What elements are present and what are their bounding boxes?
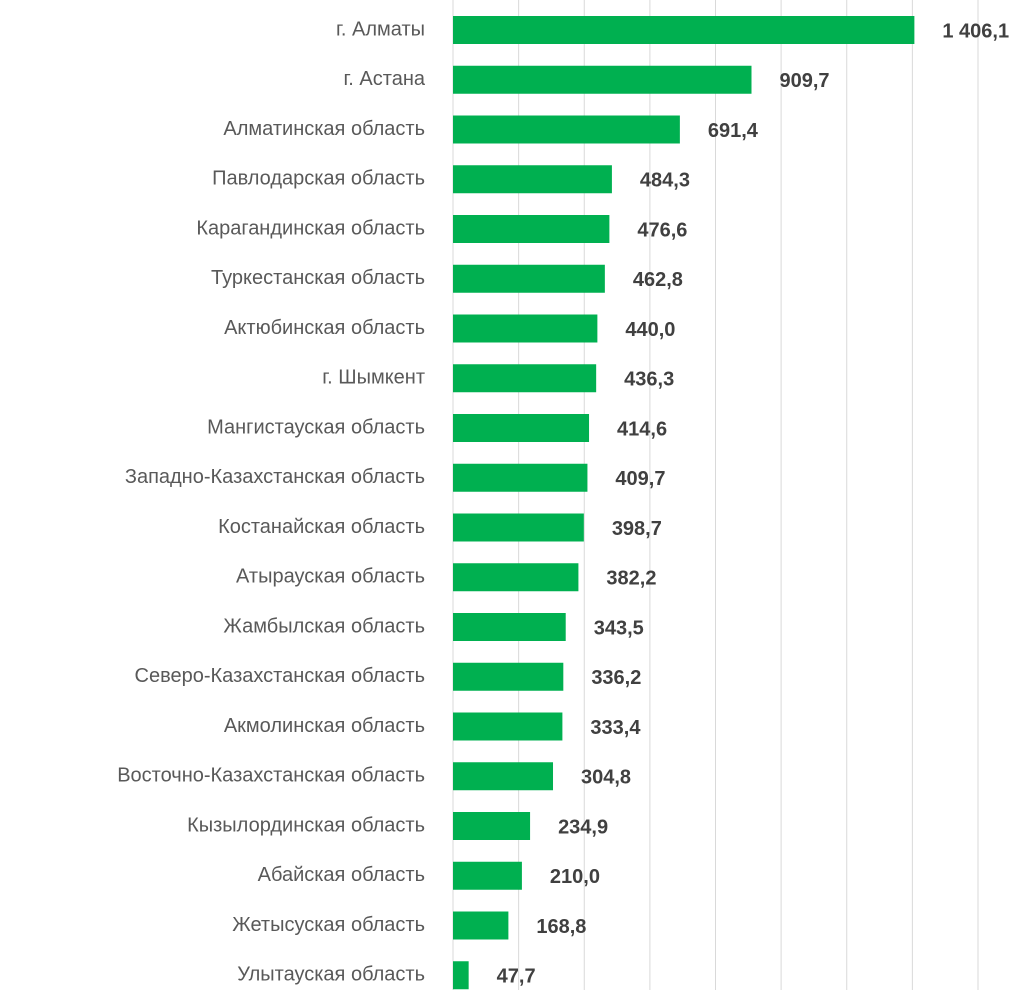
bar bbox=[453, 65, 752, 94]
bar bbox=[453, 911, 509, 940]
bar bbox=[453, 264, 605, 293]
data-label: 168,8 bbox=[536, 916, 586, 938]
bar bbox=[453, 861, 522, 890]
data-label: 909,7 bbox=[779, 70, 829, 92]
data-label: 414,6 bbox=[617, 418, 667, 440]
y-tick-label: Алматинская область bbox=[223, 118, 425, 140]
y-tick-label: Акмолинская область bbox=[224, 715, 425, 737]
y-tick-label: г. Астана bbox=[343, 68, 425, 90]
y-tick-label: Костанайская область bbox=[218, 516, 425, 538]
y-tick-label: Абайская область bbox=[258, 864, 425, 886]
y-tick-label: Актюбинская область bbox=[224, 317, 425, 339]
data-label: 691,4 bbox=[708, 120, 759, 142]
data-label: 333,4 bbox=[590, 717, 641, 739]
y-tick-label: Карагандинская область bbox=[196, 217, 425, 239]
bar bbox=[453, 613, 566, 641]
bar bbox=[453, 463, 588, 492]
bar bbox=[453, 115, 680, 144]
data-label: 336,2 bbox=[591, 667, 641, 689]
bar bbox=[453, 662, 564, 691]
bar bbox=[453, 414, 590, 442]
y-tick-label: Северо-Казахстанская область bbox=[135, 665, 425, 687]
y-tick-label: Восточно-Казахстанская область bbox=[117, 765, 425, 787]
y-tick-label: Жамбылская область bbox=[223, 615, 425, 637]
y-tick-label: Павлодарская область bbox=[212, 168, 425, 190]
data-label: 440,0 bbox=[625, 319, 675, 341]
data-label: 210,0 bbox=[550, 866, 600, 888]
bar bbox=[453, 215, 610, 243]
data-label: 1 406,1 bbox=[942, 20, 1009, 42]
y-tick-label: Западно-Казахстанская область bbox=[125, 466, 425, 488]
y-tick-label: Улытауская область bbox=[237, 964, 425, 986]
data-label: 398,7 bbox=[612, 518, 662, 540]
data-label: 47,7 bbox=[497, 966, 536, 988]
y-tick-label: Туркестанская область bbox=[211, 267, 425, 289]
data-label: 234,9 bbox=[558, 816, 608, 838]
data-label: 382,2 bbox=[606, 568, 656, 590]
data-label: 343,5 bbox=[594, 617, 644, 639]
bar bbox=[453, 364, 597, 393]
y-tick-label: г. Алматы bbox=[336, 18, 425, 40]
data-label: 409,7 bbox=[615, 468, 665, 490]
bar bbox=[453, 165, 612, 194]
data-label: 304,8 bbox=[581, 767, 631, 789]
bar bbox=[453, 812, 531, 840]
data-label: 462,8 bbox=[633, 269, 683, 291]
y-tick-label: Атырауская область bbox=[236, 566, 425, 588]
bar bbox=[453, 314, 598, 343]
data-label: 484,3 bbox=[640, 170, 690, 192]
y-tick-label: г. Шымкент bbox=[322, 367, 425, 389]
bar bbox=[453, 563, 579, 592]
data-label: 436,3 bbox=[624, 369, 674, 391]
y-tick-label: Кызылординская область bbox=[187, 814, 425, 836]
y-tick-label: Жетысуская область bbox=[232, 914, 425, 936]
y-tick-label: Мангистауская область bbox=[207, 416, 425, 438]
bar bbox=[453, 961, 469, 990]
bar bbox=[453, 762, 554, 791]
bar bbox=[453, 513, 584, 542]
data-label: 476,6 bbox=[637, 219, 687, 241]
bar bbox=[453, 16, 915, 44]
bar bbox=[453, 712, 563, 741]
